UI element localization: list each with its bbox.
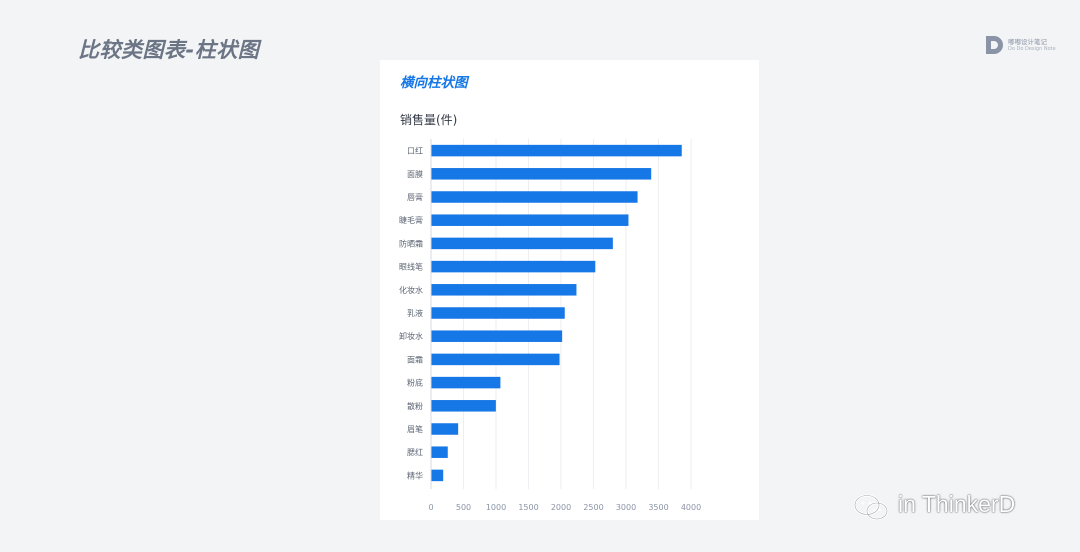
bar: [431, 469, 444, 482]
y-category-label: 面霜: [407, 355, 423, 364]
y-category-label: 眉笔: [407, 424, 423, 434]
page-title: 比较类图表-柱状图: [78, 38, 260, 62]
x-tick-label: 3500: [648, 503, 668, 512]
y-category-label: 粉底: [407, 378, 423, 388]
chart-title: 销售量(件): [400, 113, 458, 127]
y-category-label: 口红: [407, 146, 423, 156]
x-tick-label: 2000: [551, 503, 571, 512]
y-category-label: 睫毛膏: [399, 215, 423, 225]
chart-card: 横向柱状图 销售量(件) 0 500 1000 1500 2000 2500 3000 350…: [380, 60, 759, 520]
y-category-label: 防晒霜: [399, 238, 423, 248]
bar: [431, 330, 563, 342]
bar: [431, 237, 613, 250]
watermark-text: in ThinkerD: [898, 491, 1016, 517]
y-category-label: 眼线笔: [399, 262, 423, 272]
watermark: in ThinkerD: [852, 491, 1052, 527]
card-title: 横向柱状图: [400, 75, 468, 91]
bar: [431, 284, 577, 296]
bar: [431, 191, 638, 203]
x-tick-label: 2500: [583, 503, 603, 512]
bar: [431, 446, 448, 458]
brand-subtitle: Do Do Design Note: [1008, 46, 1056, 52]
x-tick-label: 1500: [518, 503, 538, 512]
x-tick-label: 3000: [616, 503, 636, 512]
bar: [431, 260, 596, 273]
bar: [431, 307, 565, 319]
bar: [431, 400, 496, 412]
y-category-label: 散粉: [407, 401, 423, 411]
brand-logo: 嘟嘟设计笔记 Do Do Design Note: [984, 34, 1064, 56]
brand-name: 嘟嘟设计笔记: [1008, 38, 1047, 46]
bar: [431, 376, 501, 389]
y-category-label: 面膜: [407, 169, 423, 179]
bar: [431, 168, 652, 180]
wechat-icon: [853, 494, 889, 521]
x-tick-label: 500: [456, 503, 471, 512]
x-tick-label: 0: [428, 503, 433, 512]
y-category-label: 精华: [407, 470, 423, 480]
bar-chart: 0 500 1000 1500 2000 2500 3000 3500 4000 口红面膜唇膏睫毛…: [399, 139, 701, 512]
y-category-label: 乳液: [407, 308, 423, 318]
bar: [431, 353, 560, 366]
y-category-label: 化妆水: [399, 285, 423, 295]
x-tick-label: 1000: [486, 503, 506, 512]
bar: [431, 214, 629, 226]
brand-d-icon: [986, 36, 1003, 54]
x-tick-label: 4000: [681, 503, 701, 512]
bar: [431, 423, 459, 435]
y-category-label: 唇膏: [407, 192, 423, 202]
y-category-label: 腮红: [407, 447, 423, 457]
bar: [431, 144, 682, 157]
y-category-label: 卸妆水: [399, 331, 423, 341]
